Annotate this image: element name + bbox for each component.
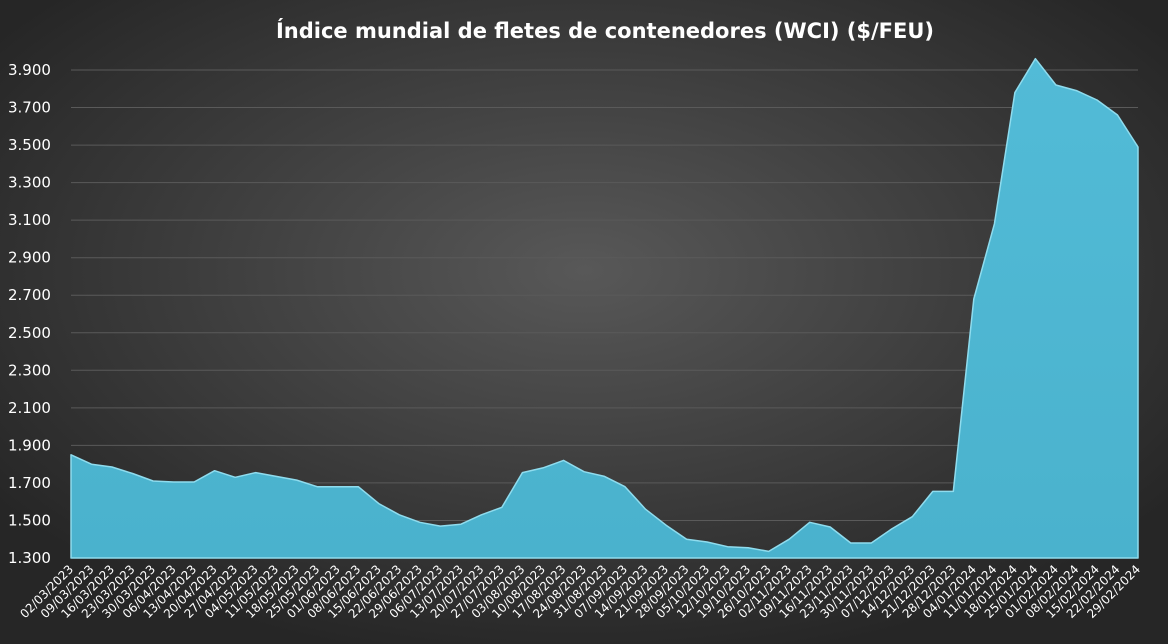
data-point: [911, 516, 913, 518]
data-point: [768, 550, 770, 552]
data-point: [1034, 58, 1036, 60]
y-tick-label: 1.900: [8, 436, 51, 454]
data-point: [275, 475, 277, 477]
data-point: [480, 514, 482, 516]
data-point: [296, 479, 298, 481]
data-point: [337, 486, 339, 488]
data-point: [460, 523, 462, 525]
y-tick-label: 3.100: [8, 211, 51, 229]
series-area: [70, 57, 1139, 559]
data-point: [255, 472, 257, 474]
data-point: [891, 528, 893, 530]
data-point: [357, 486, 359, 488]
data-point: [91, 463, 93, 465]
y-tick-label: 3.700: [8, 99, 51, 117]
data-point: [70, 454, 72, 456]
data-point: [234, 476, 236, 478]
data-point: [624, 486, 626, 488]
data-point: [788, 538, 790, 540]
data-point: [563, 459, 565, 461]
chart-title: Índice mundial de fletes de contenedores…: [276, 18, 934, 43]
data-point: [1075, 90, 1077, 92]
data-point: [993, 223, 995, 225]
data-point: [747, 547, 749, 549]
data-point: [501, 506, 503, 508]
data-point: [214, 470, 216, 472]
data-point: [316, 486, 318, 488]
data-point: [850, 542, 852, 544]
y-tick-label: 2.700: [8, 286, 51, 304]
y-tick-label: 1.700: [8, 474, 51, 492]
data-point: [419, 521, 421, 523]
data-point: [111, 466, 113, 468]
data-point: [706, 541, 708, 543]
data-point: [173, 481, 175, 483]
data-point: [1117, 114, 1119, 116]
data-point: [152, 480, 154, 482]
data-point: [1096, 99, 1098, 101]
y-tick-label: 1.500: [8, 511, 51, 529]
x-axis-ticks: 02/03/202309/03/202316/03/202323/03/2023…: [17, 562, 1143, 621]
y-tick-label: 3.500: [8, 136, 51, 154]
y-tick-label: 3.300: [8, 174, 51, 192]
data-point: [439, 525, 441, 527]
y-tick-label: 3.900: [8, 61, 51, 79]
data-point: [1055, 84, 1057, 86]
data-point: [132, 473, 134, 475]
data-point: [973, 298, 975, 300]
data-point: [665, 524, 667, 526]
data-point: [932, 490, 934, 492]
data-point: [542, 467, 544, 469]
data-point: [809, 521, 811, 523]
y-tick-label: 2.100: [8, 399, 51, 417]
data-point: [727, 546, 729, 548]
y-tick-label: 2.900: [8, 249, 51, 267]
data-point: [645, 508, 647, 510]
data-point: [1137, 146, 1139, 148]
data-point: [952, 490, 954, 492]
data-point: [604, 475, 606, 477]
y-tick-label: 1.300: [8, 549, 51, 567]
data-point: [583, 471, 585, 473]
data-point: [521, 472, 523, 474]
data-point: [193, 481, 195, 483]
data-point: [870, 542, 872, 544]
data-point: [1014, 92, 1016, 94]
y-tick-label: 2.300: [8, 361, 51, 379]
y-axis-ticks: 1.300 1.500 1.700 1.900 2.100 2.300 2.500 2.700…: [8, 61, 51, 567]
data-point: [398, 514, 400, 516]
data-point: [829, 526, 831, 528]
data-point: [686, 538, 688, 540]
data-point: [378, 503, 380, 505]
series-area-fill: [70, 57, 1139, 559]
y-tick-label: 2.500: [8, 324, 51, 342]
